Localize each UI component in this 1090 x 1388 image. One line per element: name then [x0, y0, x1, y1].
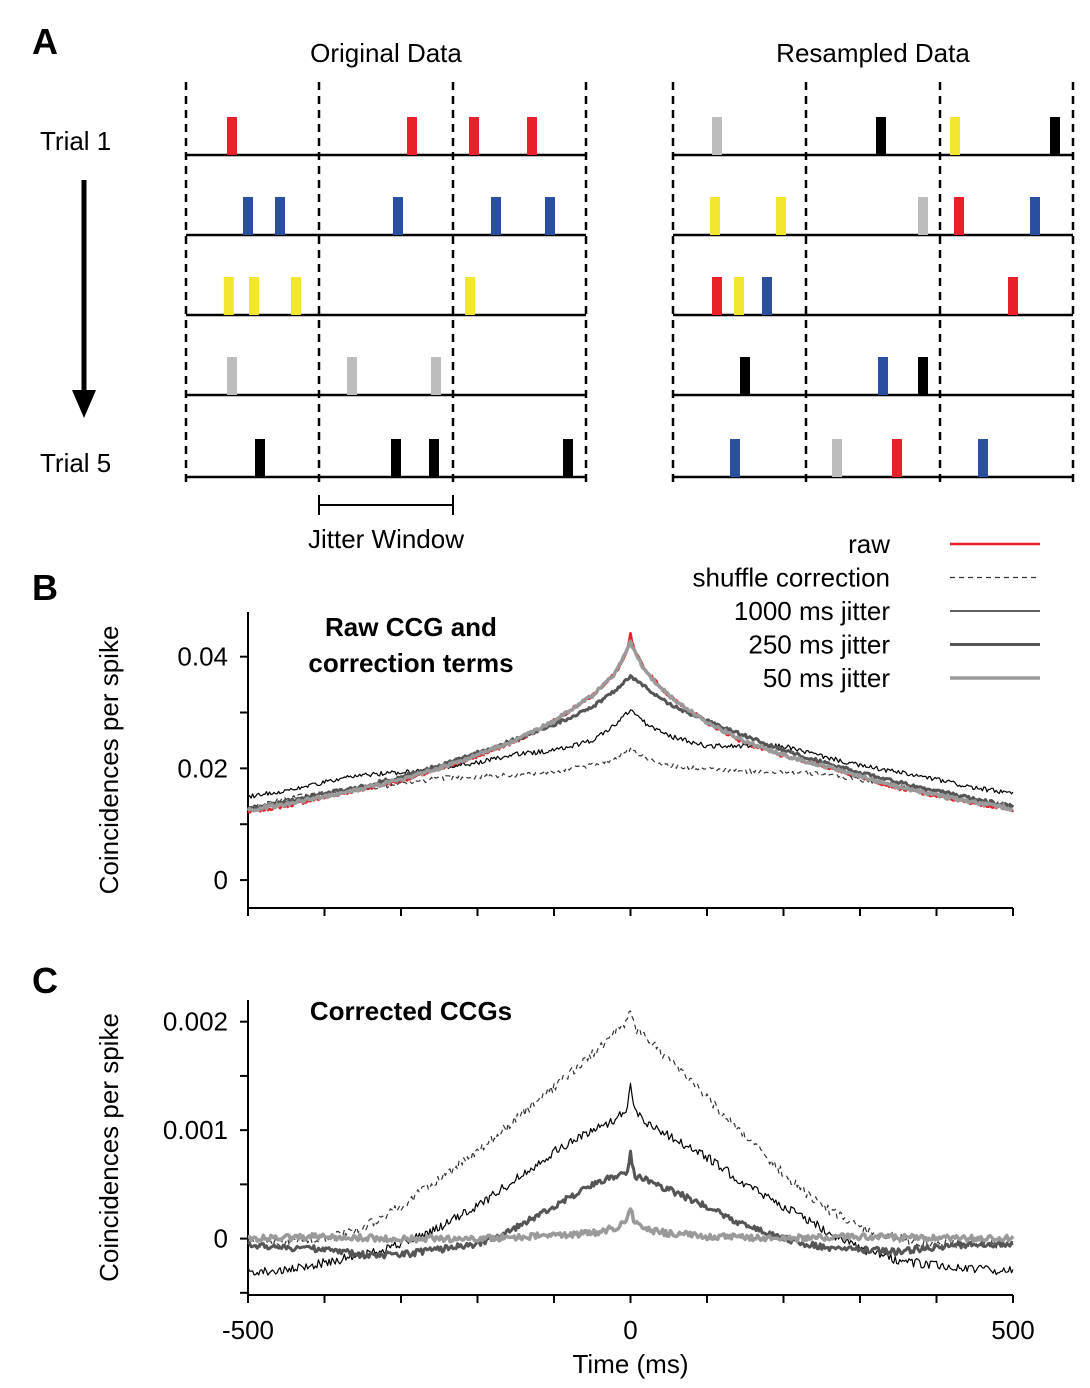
- x-axis-label: Time (ms): [572, 1349, 688, 1379]
- original-spike-blue: [545, 197, 555, 235]
- original-spike-gray: [431, 357, 441, 395]
- resampled-spike-red: [712, 277, 722, 315]
- raster-resampled: [671, 82, 1075, 484]
- chart-title: Raw CCG and: [325, 612, 497, 642]
- x-tick-label: 500: [991, 1315, 1034, 1345]
- panel-b-chart: 0 0.02 0.04 Coincidences per spike Raw CCG a…: [94, 612, 1015, 916]
- legend-label: shuffle correction: [692, 563, 890, 593]
- resampled-spike-gray: [918, 197, 928, 235]
- original-data-title: Original Data: [310, 38, 462, 68]
- legend-label: 50 ms jitter: [763, 663, 890, 693]
- original-spike-yellow: [465, 277, 475, 315]
- resampled-data-title: Resampled Data: [776, 38, 970, 68]
- y-tick-label: 0.02: [177, 753, 228, 783]
- y-tick-label: 0.001: [163, 1115, 228, 1145]
- original-spike-black: [255, 439, 265, 477]
- legend-label: 1000 ms jitter: [734, 596, 890, 626]
- x-tick-label: -500: [222, 1315, 274, 1345]
- legend-label: 250 ms jitter: [748, 630, 890, 660]
- original-spike-red: [469, 117, 479, 155]
- jitter-window-bracket: [318, 495, 454, 515]
- resampled-spike-blue: [762, 277, 772, 315]
- original-spike-blue: [275, 197, 285, 235]
- y-axis-label: Coincidences per spike: [94, 1013, 124, 1282]
- original-spike-gray: [347, 357, 357, 395]
- legend-label: raw: [848, 529, 890, 559]
- resampled-spike-yellow: [710, 197, 720, 235]
- original-spike-yellow: [223, 277, 234, 315]
- resampled-spike-gray: [712, 117, 722, 155]
- original-spike-yellow: [249, 277, 259, 315]
- y-tick-label: 0: [214, 1224, 228, 1254]
- raster-original: [184, 82, 588, 484]
- resampled-spike-blue: [730, 439, 740, 477]
- resampled-spike-red: [954, 197, 964, 235]
- resampled-spike-black: [876, 117, 886, 155]
- y-axis-label: Coincidences per spike: [94, 626, 124, 895]
- resampled-spike-blue: [1030, 197, 1040, 235]
- resampled-spike-gray: [832, 439, 842, 477]
- original-spike-black: [429, 439, 439, 477]
- series-line: [247, 747, 1013, 809]
- panel-c-label: C: [32, 960, 58, 1001]
- panel-c-chart: 0 0.001 0.002 -500 0 500 Coincidences per spik…: [94, 996, 1035, 1379]
- original-spike-black: [563, 439, 573, 477]
- y-tick-label: 0.04: [177, 642, 228, 672]
- trial-arrow: [72, 180, 96, 418]
- trial-5-label: Trial 5: [40, 448, 111, 478]
- resampled-spike-yellow: [734, 277, 744, 315]
- jitter-window-label: Jitter Window: [308, 524, 464, 554]
- y-tick-label: 0.002: [163, 1007, 228, 1037]
- y-tick-label: 0: [214, 865, 228, 895]
- original-spike-blue: [243, 197, 253, 235]
- resampled-spike-red: [1008, 277, 1018, 315]
- resampled-spike-yellow: [950, 117, 960, 155]
- original-spike-red: [407, 117, 417, 155]
- original-spike-yellow: [291, 277, 301, 315]
- chart-title: Corrected CCGs: [310, 996, 512, 1026]
- resampled-spike-yellow: [776, 197, 786, 235]
- original-spike-black: [391, 439, 401, 477]
- series-line: [247, 709, 1014, 799]
- resampled-spike-black: [740, 357, 750, 395]
- original-spike-gray: [227, 357, 237, 395]
- original-spike-red: [527, 117, 537, 155]
- resampled-spike-blue: [978, 439, 988, 477]
- original-spike-blue: [491, 197, 501, 235]
- panel-b-label: B: [32, 567, 58, 608]
- series-line: [246, 1149, 1013, 1260]
- series-line: [246, 639, 1014, 813]
- resampled-spike-blue: [878, 357, 888, 395]
- resampled-spike-black: [918, 357, 928, 395]
- resampled-spike-red: [892, 439, 902, 477]
- series-line: [247, 1207, 1015, 1244]
- resampled-spike-black: [1050, 117, 1060, 155]
- series-line: [247, 1082, 1014, 1276]
- chart-title: correction terms: [308, 648, 513, 678]
- original-spike-red: [227, 117, 237, 155]
- trial-1-label: Trial 1: [40, 126, 111, 156]
- panel-a-label: A: [32, 21, 58, 62]
- original-spike-blue: [393, 197, 403, 235]
- x-tick-label: 0: [623, 1315, 637, 1345]
